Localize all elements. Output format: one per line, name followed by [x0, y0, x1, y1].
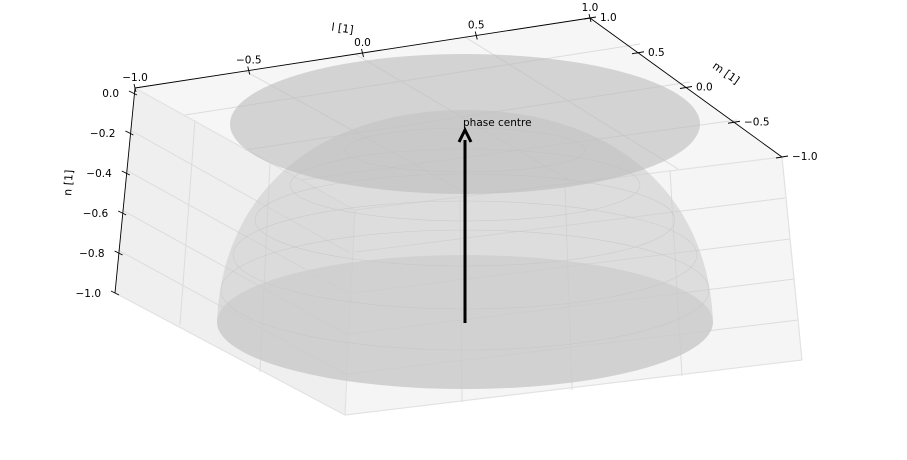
- n-tick-label: −1.0: [76, 288, 102, 300]
- m-axis: 1.0 0.5 0.0 −0.5 −1.0 m [1]: [583, 12, 818, 163]
- grid-line: [179, 119, 196, 326]
- l-tick-label: 0.0: [354, 37, 371, 49]
- n-tick-label: −0.4: [86, 168, 112, 180]
- m-tick-mark: [775, 155, 789, 159]
- n-axis-line: [114, 87, 136, 294]
- n-tick-mark: [121, 170, 131, 176]
- l-tick-label: 1.0: [582, 2, 599, 14]
- l-tick-mark: [361, 48, 364, 58]
- n-axis: 0.0 −0.2 −0.4 −0.6 −0.8 −1.0 n [1]: [61, 87, 138, 300]
- l-axis: −1.0 −0.5 0.0 0.5 1.0 l [1]: [122, 2, 599, 93]
- n-tick-mark: [128, 90, 138, 96]
- l-axis-label: l [1]: [331, 21, 355, 37]
- l-tick-label: −0.5: [236, 55, 262, 67]
- m-tick-label: −1.0: [792, 151, 818, 163]
- n-tick-label: 0.0: [102, 88, 119, 100]
- n-tick-label: −0.2: [90, 128, 116, 140]
- n-tick-label: −0.8: [79, 248, 105, 260]
- m-tick-label: 0.5: [648, 47, 665, 59]
- m-tick-mark: [679, 86, 693, 89]
- m-tick-label: 1.0: [600, 12, 617, 24]
- m-tick-label: −0.5: [744, 116, 770, 128]
- m-tick-label: 0.0: [696, 82, 713, 94]
- m-tick-mark: [727, 120, 741, 124]
- n-tick-mark: [110, 290, 120, 296]
- pane-edge: [781, 156, 803, 361]
- m-tick-mark: [631, 51, 645, 55]
- n-axis-label: n [1]: [61, 169, 76, 196]
- m-tick-mark: [583, 16, 597, 20]
- phase-centre-arrow: [457, 126, 473, 323]
- l-tick-mark: [247, 66, 251, 75]
- top-disc: [230, 54, 700, 194]
- n-tick-label: −0.6: [83, 208, 109, 220]
- m-axis-label: m [1]: [710, 59, 742, 87]
- n-tick-mark: [117, 210, 127, 216]
- n-tick-mark: [114, 250, 123, 256]
- l-tick-mark: [474, 31, 478, 40]
- arrow-head: [457, 126, 473, 143]
- n-tick-mark: [125, 130, 134, 136]
- l-tick-label: −1.0: [122, 72, 148, 84]
- l-tick-label: 0.5: [468, 20, 485, 32]
- phase-centre-label: phase centre: [463, 117, 532, 129]
